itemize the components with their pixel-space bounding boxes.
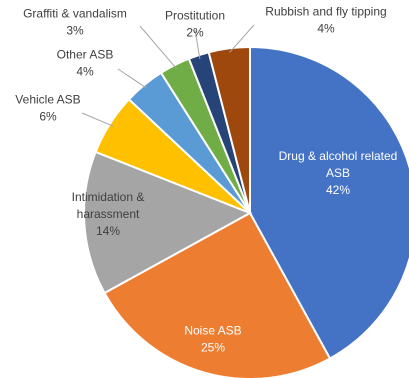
slice-label: Vehicle ASB 6% [15,93,80,124]
slice-value-label: 6% [39,110,57,124]
slice-value-label: 4% [317,22,335,36]
leader-line [117,68,147,89]
slice-name-label: Drug & alcohol related [279,149,398,163]
pie-slice [83,150,253,295]
slice-value-label: 3% [66,24,84,38]
slice-label: Rubbish and fly tipping 4% [265,5,386,36]
slice-label: Other ASB 4% [57,48,114,79]
slice-label: Intimidation & harassment 14% [72,190,145,238]
labels-group: Drug & alcohol related ASB 42% Noise ASB 25%… [15,5,397,355]
slice-value-label: 2% [186,26,204,40]
slice-name-label: Vehicle ASB [15,93,80,107]
slice-name-label: Noise ASB [184,324,241,338]
pie-slice [249,45,409,360]
slice-name-label: ASB [326,166,350,180]
slice-name-label: Intimidation & [72,190,145,204]
pie-slice [103,211,332,378]
slice-name-label: Prostitution [165,9,225,23]
slice-name-label: Graffiti & vandalism [23,7,127,21]
slice-name-label: Rubbish and fly tipping [265,5,386,19]
leader-line [194,29,201,59]
slice-name-label: Other ASB [57,48,114,62]
leader-lines-group [81,24,255,127]
slice-value-label: 42% [326,183,350,197]
slices-group [83,45,409,378]
leader-line [81,112,114,127]
leader-line [229,24,255,53]
slice-name-label: harassment [77,207,140,221]
slice-label: Prostitution 2% [165,9,225,40]
slice-value-label: 4% [76,65,94,79]
slice-label: Graffiti & vandalism 3% [23,7,127,38]
slice-label: Drug & alcohol related ASB 42% [279,149,398,197]
pie-slice [207,45,251,214]
slice-value-label: 25% [201,341,225,355]
leader-line [139,25,177,70]
slice-value-label: 14% [96,224,120,238]
slice-label: Noise ASB 25% [184,324,241,355]
